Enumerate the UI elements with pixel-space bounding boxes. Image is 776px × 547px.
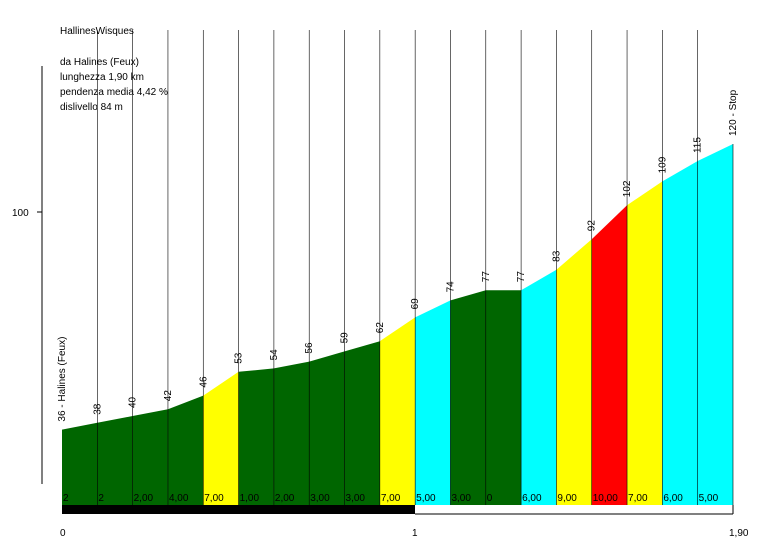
start-location: da Halines (Feux) [60, 57, 139, 68]
profile-segment [450, 290, 486, 505]
elevation-point-label: 115 [693, 137, 704, 153]
elevation-gain: dislivello 84 m [60, 102, 123, 113]
elevation-point-label: 120 - Stop [728, 89, 739, 136]
segment-grade-label: 4,00 [169, 493, 189, 504]
profile-segment [62, 422, 98, 505]
elevation-point-label: 74 [445, 281, 456, 293]
segment-grade-label: 7,00 [381, 493, 401, 504]
elevation-point-label: 36 - Halines (Feux) [57, 337, 68, 422]
segment-grade-label: 0 [487, 493, 493, 504]
elevation-point-label: 54 [269, 349, 280, 361]
segment-grade-label: 1,00 [240, 493, 260, 504]
segment-grade-label: 9,00 [557, 493, 577, 504]
profile-segment [662, 161, 698, 505]
x-tick-label-end: 1,90 [729, 528, 749, 539]
elevation-point-label: 62 [375, 322, 386, 334]
segment-grade-label: 5,00 [699, 493, 719, 504]
profile-segment [521, 269, 557, 505]
x-tick-label-1: 1 [412, 528, 418, 539]
profile-segment [697, 144, 733, 505]
profile-segment [167, 395, 204, 505]
elevation-point-label: 102 [622, 180, 633, 197]
profile-segment [379, 317, 416, 505]
elevation-point-label: 59 [340, 332, 351, 344]
elevation-point-label: 109 [657, 156, 668, 173]
profile-segment [627, 181, 663, 505]
profile-segment [556, 239, 592, 505]
segment-grade-label: 3,00 [346, 493, 366, 504]
segment-grade-label: 3,00 [310, 493, 330, 504]
segment-grade-label: 2,00 [275, 493, 295, 504]
profile-segment [273, 361, 310, 505]
profile-segment [203, 371, 239, 505]
distance-bar-black [62, 505, 415, 514]
segment-grade-label: 7,00 [204, 493, 224, 504]
elevation-point-label: 77 [481, 271, 492, 283]
segment-grade-label: 2,00 [134, 493, 154, 504]
segment-grade-label: 6,00 [522, 493, 542, 504]
elevation-point-label: 83 [551, 250, 562, 262]
profile-segment [97, 416, 133, 505]
chart-title: HallinesWisques [60, 26, 134, 37]
elevation-point-label: 46 [198, 376, 209, 388]
elevation-point-label: 38 [92, 403, 103, 415]
y-axis-tick-label: 100 [12, 208, 29, 219]
profile-segment [591, 205, 628, 505]
segment-grade-label: 2 [63, 493, 69, 504]
elevation-point-label: 56 [304, 342, 315, 354]
elevation-point-label: 92 [587, 220, 598, 232]
elevation-point-label: 77 [516, 271, 527, 283]
elevation-point-label: 53 [234, 352, 245, 364]
segment-grade-label: 7,00 [628, 493, 648, 504]
segment-grade-label: 10,00 [593, 493, 618, 504]
elevation-point-label: 40 [128, 396, 139, 408]
segment-grade-label: 3,00 [451, 493, 471, 504]
profile-segment [132, 409, 168, 505]
climb-length: lunghezza 1,90 km [60, 72, 144, 83]
elevation-point-label: 69 [410, 298, 421, 310]
x-tick-label-0: 0 [60, 528, 66, 539]
profile-segment [238, 368, 274, 505]
profile-segment [344, 341, 380, 505]
profile-segment [485, 290, 522, 505]
profile-segment [309, 351, 345, 505]
elevation-point-label: 42 [163, 390, 174, 402]
segment-grade-label: 6,00 [663, 493, 683, 504]
average-grade: pendenza media 4,42 % [60, 87, 168, 98]
segment-grade-label: 2 [98, 493, 104, 504]
segment-grade-label: 5,00 [416, 493, 436, 504]
profile-segment [415, 300, 451, 505]
